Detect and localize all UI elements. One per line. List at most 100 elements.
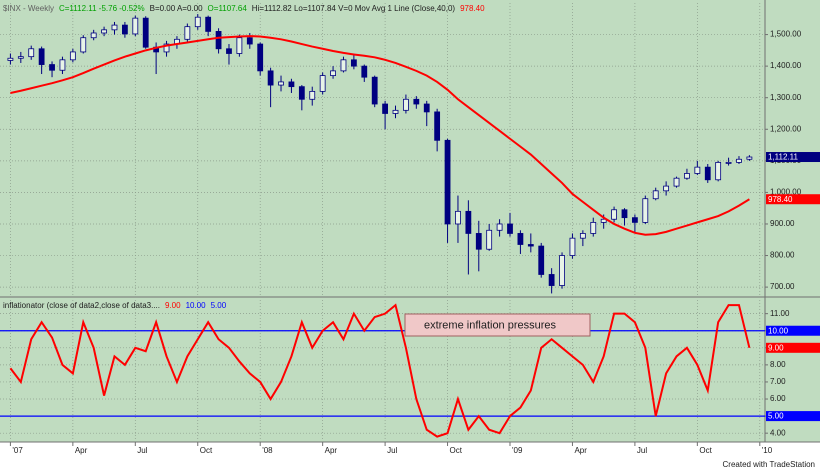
y-tick-label: 6.00 xyxy=(770,394,786,403)
candle-body xyxy=(142,17,149,48)
candle-body xyxy=(444,139,451,225)
candle-body xyxy=(184,26,191,40)
annotation: extreme inflation pressures xyxy=(424,319,557,331)
candle-body xyxy=(507,223,513,234)
x-tick-label: Jul xyxy=(387,446,397,455)
x-tick-label: Jul xyxy=(637,446,647,455)
candle-body xyxy=(111,24,118,31)
y-tick-label: 4.00 xyxy=(770,428,786,437)
header-item: inflationator (close of data2,close of d… xyxy=(3,301,160,310)
candle-body xyxy=(455,210,461,225)
candle-body xyxy=(538,245,545,275)
candle-body xyxy=(527,244,534,247)
x-tick-label: '10 xyxy=(762,446,773,455)
y-tick-label: 1,000.00 xyxy=(770,188,802,197)
candle-body xyxy=(704,166,711,181)
last-value-label-box xyxy=(766,342,820,353)
candle-body xyxy=(684,173,690,179)
candle-body xyxy=(28,48,35,58)
candle-body xyxy=(392,109,399,114)
candle-body xyxy=(434,111,441,141)
candle-body xyxy=(600,218,607,223)
candle-body xyxy=(642,198,649,223)
candle-body xyxy=(486,229,493,250)
candle-body xyxy=(611,209,617,220)
candle-body xyxy=(226,48,232,54)
header-item: 5.00 xyxy=(211,301,227,310)
y-tick-label: 800.00 xyxy=(770,251,795,260)
candle-body xyxy=(288,81,295,88)
candle-body xyxy=(423,103,430,113)
candle-body xyxy=(663,185,670,192)
candle-body xyxy=(38,48,45,65)
candle-body xyxy=(194,16,201,28)
x-tick-label: Oct xyxy=(450,446,463,455)
y-tick-label: 1,300.00 xyxy=(770,93,802,102)
candle-body xyxy=(590,221,597,234)
candle-body xyxy=(673,177,680,187)
candle-body xyxy=(403,98,409,111)
candle-body xyxy=(517,233,524,245)
reference-label: 5.00 xyxy=(768,412,784,421)
candle-body xyxy=(496,223,503,231)
y-tick-label: 900.00 xyxy=(770,219,795,228)
panel-header: $INX - Weekly C=1112.11 -5.76 -0.52% B=0.0… xyxy=(3,4,485,13)
candle-body xyxy=(621,209,628,219)
header-item: O=1107.64 xyxy=(208,4,248,13)
candle-body xyxy=(736,158,742,163)
candle-body xyxy=(725,162,732,164)
y-tick-label: 8.00 xyxy=(770,360,786,369)
candle-body xyxy=(694,166,701,174)
last-value-label-box xyxy=(766,194,820,205)
y-tick-label: 1,500.00 xyxy=(770,30,802,39)
candle-body xyxy=(475,233,482,250)
candle-body xyxy=(101,29,107,34)
candle-body xyxy=(652,190,659,200)
header-item: 978.40 xyxy=(460,4,485,13)
candle-body xyxy=(246,37,253,45)
candle-body xyxy=(49,64,55,71)
candle-body xyxy=(465,210,472,234)
candle-body xyxy=(278,81,284,86)
y-tick-label: 1,200.00 xyxy=(770,124,802,133)
candle-body xyxy=(69,51,76,61)
x-tick-label: '09 xyxy=(512,446,523,455)
x-tick-label: Oct xyxy=(200,446,213,455)
candle-body xyxy=(382,103,389,114)
series-line xyxy=(9,303,751,438)
candle-body xyxy=(350,59,357,67)
y-tick-label: 1,400.00 xyxy=(770,61,802,70)
candle-body xyxy=(715,162,722,181)
reference-label-box xyxy=(766,411,820,422)
candle-body xyxy=(340,59,347,72)
candle-body xyxy=(132,17,139,35)
candle-body xyxy=(121,24,128,35)
candle-body xyxy=(309,90,316,100)
candle-body xyxy=(631,217,638,223)
y-tick-label: 700.00 xyxy=(770,282,795,291)
x-tick-label: Apr xyxy=(75,446,88,455)
candle-body xyxy=(205,16,212,32)
footer: Created with TradeStation xyxy=(723,460,816,469)
candle-body xyxy=(361,65,368,78)
candle-body xyxy=(746,156,753,160)
x-tick-label: Apr xyxy=(325,446,338,455)
candle-body xyxy=(163,43,170,53)
x-tick-label: '08 xyxy=(262,446,273,455)
candle-body xyxy=(569,237,576,256)
candle-body xyxy=(548,274,555,286)
candle-body xyxy=(80,37,87,53)
panel-header: inflationator (close of data2,close of d… xyxy=(3,301,227,310)
header-item: C=1112.11 -5.76 -0.52% xyxy=(59,4,145,13)
last-value-label: 9.00 xyxy=(768,343,784,352)
annotation-box xyxy=(404,313,591,337)
last-close-label: 1,112.11 xyxy=(768,153,799,162)
reference-label: 10.00 xyxy=(768,326,789,335)
candle-body xyxy=(371,76,378,105)
candle-body xyxy=(330,70,336,77)
header-item: 9.00 xyxy=(165,301,181,310)
header-item: B=0.00 A=0.00 xyxy=(150,4,203,13)
header-item: 10.00 xyxy=(186,301,207,310)
candle-body xyxy=(215,31,222,50)
